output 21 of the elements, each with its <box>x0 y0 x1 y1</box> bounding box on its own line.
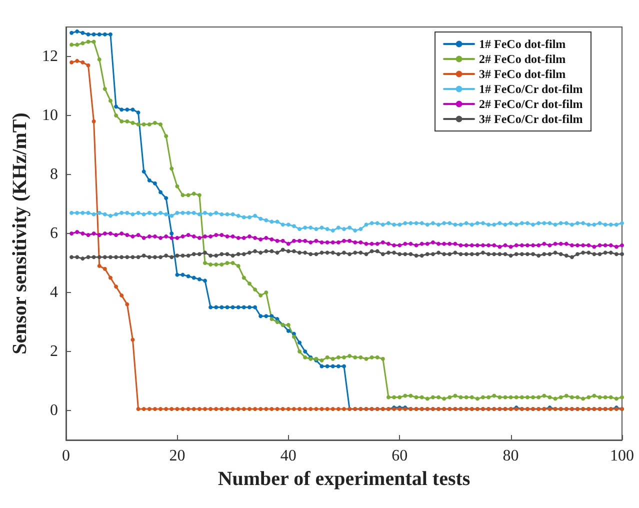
y-axis-title: Sensor sensitivity (KHz/mT) <box>9 112 31 354</box>
y-tick-label: 8 <box>50 166 58 183</box>
legend-label: 3# FeCo/Cr dot-film <box>479 112 583 126</box>
y-tick-label: 12 <box>42 48 58 65</box>
legend-label: 2# FeCo/Cr dot-film <box>479 97 583 111</box>
x-tick-label: 0 <box>62 448 70 464</box>
y-tick-label: 4 <box>50 284 58 301</box>
x-tick-label: 20 <box>169 448 186 464</box>
legend-label: 1# FeCo/Cr dot-film <box>479 82 583 96</box>
legend-label: 1# FeCo dot-film <box>479 37 566 51</box>
y-tick-label: 2 <box>50 343 58 360</box>
y-tick-label: 0 <box>50 402 58 419</box>
y-tick-label: 10 <box>42 107 58 124</box>
legend-label: 3# FeCo dot-film <box>479 67 566 81</box>
legend-label: 2# FeCo dot-film <box>479 52 566 66</box>
x-axis-title: Number of experimental tests <box>218 468 470 490</box>
x-tick-label: 60 <box>392 448 408 464</box>
y-tick-label: 6 <box>50 225 58 242</box>
x-tick-label: 40 <box>280 448 296 464</box>
x-tick-label: 100 <box>610 448 634 464</box>
x-tick-label: 80 <box>502 448 519 464</box>
